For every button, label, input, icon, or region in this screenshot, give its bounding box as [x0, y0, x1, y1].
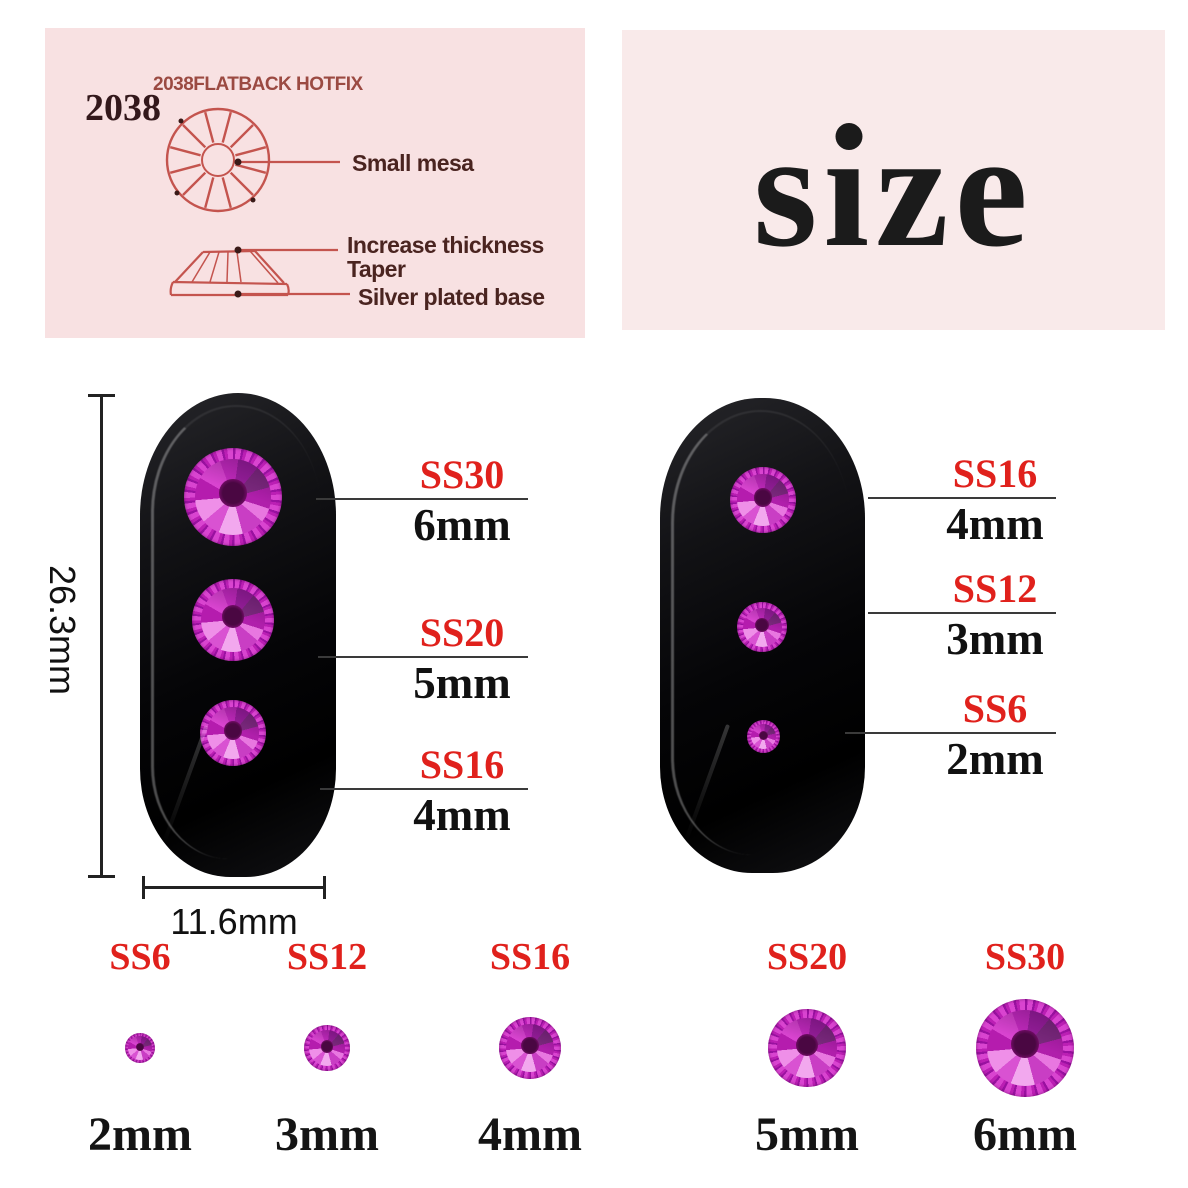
callout-line-ss16-right: [868, 497, 1056, 499]
size-code: SS30: [984, 936, 1066, 978]
rhinestone-ss6: [747, 720, 780, 753]
nail-left: [140, 393, 336, 877]
callout-line-ss16-left: [320, 788, 528, 790]
size-group-ss12: SS12 3mm: [247, 935, 407, 1175]
dim-cap-left: [142, 876, 145, 899]
callout-ss12-mm: 3mm: [946, 614, 1044, 664]
label-silver-plated-base: Silver plated base: [358, 284, 545, 310]
rhinestone-sample-ss20: [768, 1009, 846, 1087]
size-code: SS12: [286, 936, 368, 978]
size-title-start: s: [753, 97, 824, 281]
callout-ss16-left-mm: 4mm: [413, 790, 511, 840]
nail-width-value: 11.6mm: [170, 901, 298, 942]
size-group-ss20: SS20 5mm: [727, 935, 887, 1175]
callout-ss16-right-mm: 4mm: [946, 499, 1044, 549]
dim-cap-top: [88, 394, 115, 397]
callout-ss6-code: SS6: [962, 686, 1028, 731]
rhinestone-ss12: [737, 602, 787, 652]
rhinestone-ss20: [192, 579, 274, 661]
spec-diagram-box: 2038FLATBACK HOTFIX 2038: [45, 28, 585, 338]
model-number: 2038: [85, 87, 161, 129]
label-small-mesa: Small mesa: [352, 150, 474, 176]
rhinestone-ss30: [184, 448, 282, 546]
callout-ss12-code: SS12: [952, 566, 1038, 611]
size-mm: 4mm: [478, 1108, 582, 1161]
label-increase-thickness: Increase thickness: [347, 232, 544, 258]
size-title-end: ze: [875, 97, 1034, 281]
callout-ss6-mm: 2mm: [946, 734, 1044, 784]
callout-line-ss6: [845, 732, 1056, 734]
callout-ss30-code: SS30: [419, 452, 505, 497]
nail-width-dim-line: [142, 886, 326, 889]
nail-length-value: 26.3mm: [42, 564, 83, 696]
size-group-ss6: SS6 2mm: [60, 935, 220, 1175]
rhinestone-structure-diagram: [165, 107, 350, 298]
side-view-profile: [169, 249, 290, 297]
i-dot: [835, 122, 863, 150]
size-group-ss30: SS30 6mm: [945, 935, 1105, 1175]
dim-cap-bottom: [88, 875, 115, 878]
rhinestone-sample-ss6: [125, 1033, 155, 1063]
callout-ss20-mm: 5mm: [413, 658, 511, 708]
nail-right: [660, 398, 865, 873]
top-view-wheel: [165, 107, 271, 213]
size-code: SS20: [766, 936, 848, 978]
rhinestone-sample-ss16: [499, 1017, 561, 1079]
size-mm: 2mm: [88, 1108, 192, 1161]
nail-length-dim-line: [100, 394, 103, 878]
size-code: SS6: [109, 936, 171, 978]
size-title: s ıze: [753, 89, 1034, 272]
callout-line-ss30: [316, 498, 528, 500]
size-banner: s ıze: [622, 30, 1165, 330]
label-taper: Taper: [347, 256, 406, 282]
rhinestone-sample-ss30: [976, 999, 1074, 1097]
anchor-dots: [174, 118, 256, 298]
callout-ss16-right-code: SS16: [952, 451, 1038, 496]
leader-lines: [241, 160, 350, 296]
size-mm: 6mm: [973, 1108, 1077, 1161]
callout-line-ss20: [318, 656, 528, 658]
size-title-i: ı: [823, 97, 876, 281]
callout-line-ss12: [868, 612, 1056, 614]
rhinestone-ss16-right: [730, 467, 796, 533]
spec-box-title: 2038FLATBACK HOTFIX: [153, 74, 363, 95]
size-mm: 5mm: [755, 1108, 859, 1161]
callout-ss20-code: SS20: [419, 610, 505, 655]
size-code: SS16: [489, 936, 571, 978]
rhinestone-sample-ss12: [304, 1025, 350, 1071]
callout-ss30-mm: 6mm: [413, 500, 511, 550]
dim-cap-right: [323, 876, 326, 899]
rhinestone-ss16: [200, 700, 266, 766]
size-mm: 3mm: [275, 1108, 379, 1161]
callout-ss16-left-code: SS16: [419, 742, 505, 787]
size-group-ss16: SS16 4mm: [450, 935, 610, 1175]
